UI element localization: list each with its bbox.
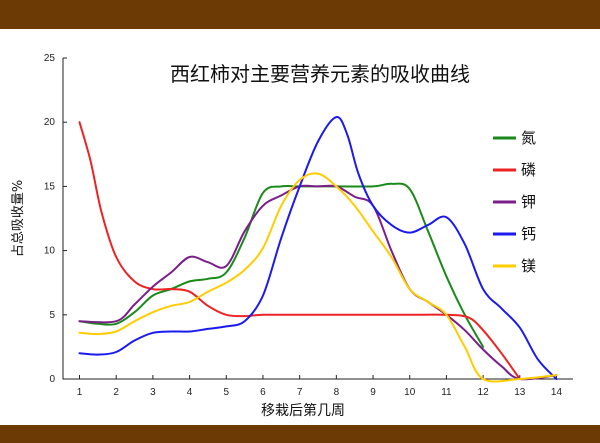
axes-frame	[62, 58, 573, 380]
x-axis-label: 移栽后第几周	[261, 402, 345, 419]
x-tick-label: 10	[404, 387, 416, 398]
x-tick-label: 4	[187, 387, 193, 398]
y-tick-label: 5	[49, 310, 55, 321]
x-tick-label: 8	[334, 387, 340, 398]
top-frame-bar	[0, 0, 600, 29]
x-tick-label: 5	[223, 387, 229, 398]
x-tick-label: 1	[77, 387, 83, 398]
y-tick-label: 10	[44, 246, 56, 257]
y-tick-label: 15	[44, 181, 56, 192]
y-tick-label: 25	[44, 53, 56, 64]
y-tick-label: 0	[49, 374, 55, 385]
legend-label-1: 氮	[521, 129, 536, 147]
x-tick-label: 7	[297, 387, 303, 398]
legend-label-4: 钙	[521, 225, 536, 243]
series-line-4	[78, 116, 558, 380]
series-line-2	[78, 121, 521, 380]
legend-label-3: 钾	[521, 193, 536, 211]
x-tick-label: 14	[551, 387, 563, 398]
x-tick-label: 2	[113, 387, 119, 398]
chart-title: 西红柿对主要营养元素的吸收曲线	[170, 62, 470, 86]
series-line-1	[78, 182, 485, 348]
legend-label-5: 镁	[521, 257, 536, 275]
x-tick-label: 9	[370, 387, 376, 398]
x-tick-label: 13	[514, 387, 526, 398]
x-tick-label: 3	[150, 387, 156, 398]
x-tick-label: 11	[441, 387, 452, 398]
bottom-frame-bar	[0, 425, 600, 443]
series-line-3	[78, 184, 558, 381]
series-line-5	[78, 172, 558, 383]
y-axis-label: 占总吸收量%	[11, 180, 26, 257]
legend-label-2: 磷	[521, 161, 536, 179]
y-tick-label: 20	[44, 117, 56, 128]
x-tick-label: 12	[478, 387, 490, 398]
x-tick-label: 6	[260, 387, 266, 398]
